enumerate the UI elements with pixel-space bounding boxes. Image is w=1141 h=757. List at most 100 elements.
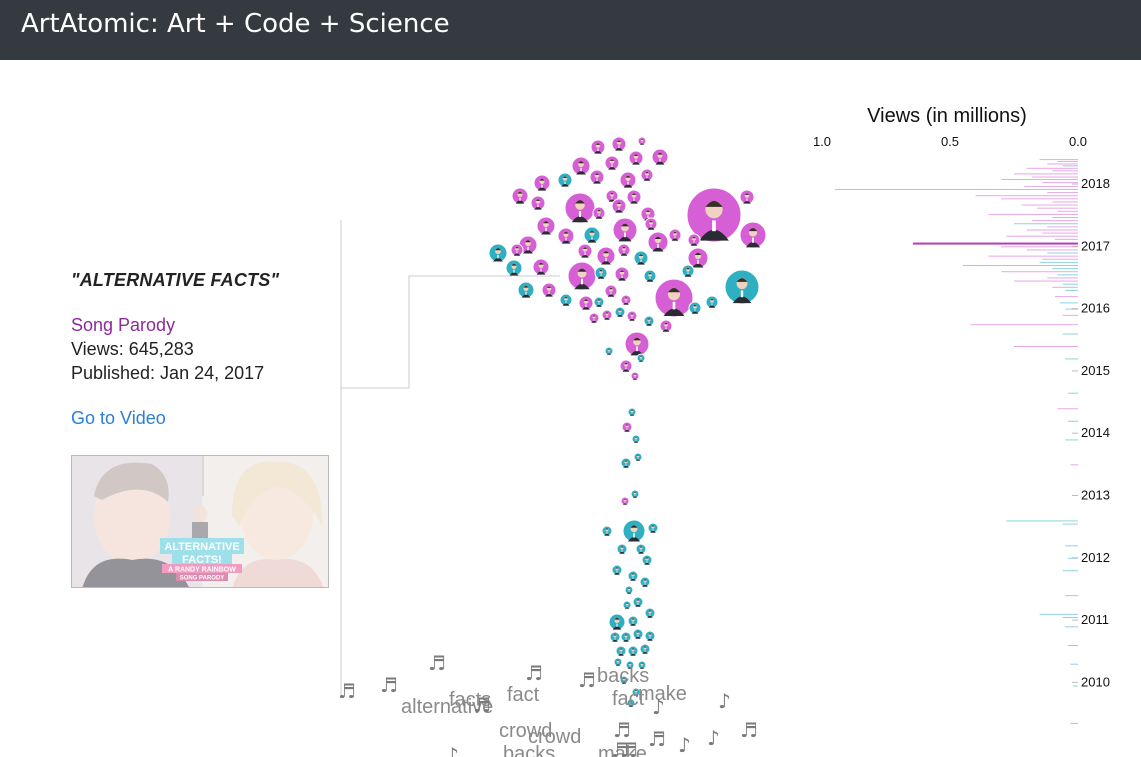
- view-bar[interactable]: [1026, 167, 1078, 169]
- video-bubble[interactable]: [644, 630, 656, 642]
- view-bar[interactable]: [1001, 271, 1078, 273]
- view-bar[interactable]: [1052, 268, 1078, 270]
- video-bubble[interactable]: [611, 198, 627, 214]
- video-thumbnail[interactable]: ALTERNATIVE FACTS! A RANDY RAINBOW SONG …: [71, 455, 329, 588]
- view-bar[interactable]: [1014, 280, 1078, 282]
- view-bar[interactable]: [1057, 274, 1078, 276]
- video-bubble[interactable]: [687, 233, 701, 247]
- video-bubble[interactable]: [639, 576, 651, 588]
- video-bubble[interactable]: [659, 319, 673, 333]
- video-bubble[interactable]: [532, 258, 550, 276]
- video-bubble[interactable]: [687, 247, 709, 269]
- view-bar[interactable]: [970, 324, 1078, 326]
- video-bubble[interactable]: [639, 643, 651, 655]
- view-bar[interactable]: [1062, 523, 1078, 525]
- view-bar[interactable]: [1047, 277, 1078, 279]
- view-bar[interactable]: [1001, 179, 1078, 181]
- video-bubble[interactable]: [604, 346, 614, 356]
- video-bubble[interactable]: [557, 172, 573, 188]
- video-bubble[interactable]: [510, 243, 524, 257]
- video-bubble[interactable]: [592, 206, 606, 220]
- video-bubble[interactable]: [604, 155, 620, 171]
- video-bubble[interactable]: [536, 216, 556, 236]
- view-bar[interactable]: [1039, 261, 1078, 263]
- go-to-video-link[interactable]: Go to Video: [71, 408, 166, 428]
- view-bar[interactable]: [1052, 217, 1078, 219]
- view-bar[interactable]: [1047, 163, 1078, 165]
- video-bubble[interactable]: [633, 250, 649, 266]
- video-bubble[interactable]: [614, 266, 630, 282]
- video-bubble[interactable]: [620, 496, 630, 506]
- video-bubble[interactable]: [577, 243, 593, 259]
- video-bubble[interactable]: [631, 434, 641, 444]
- view-bar[interactable]: [1054, 238, 1078, 240]
- video-bubble[interactable]: [654, 278, 694, 318]
- video-bubble[interactable]: [622, 600, 632, 610]
- video-bubble[interactable]: [627, 645, 639, 657]
- view-bar[interactable]: [1070, 464, 1078, 466]
- view-bar[interactable]: [1031, 176, 1078, 178]
- view-bar[interactable]: [1070, 663, 1078, 665]
- video-bubble[interactable]: [505, 259, 523, 277]
- video-bubble[interactable]: [613, 657, 623, 667]
- video-bubble[interactable]: [590, 139, 606, 155]
- view-bar[interactable]: [1014, 345, 1078, 347]
- view-bar[interactable]: [988, 255, 1078, 257]
- video-bubble[interactable]: [620, 294, 632, 306]
- view-bar[interactable]: [1057, 210, 1078, 212]
- video-bubble[interactable]: [619, 171, 637, 189]
- view-bar[interactable]: [1047, 252, 1078, 254]
- view-bar[interactable]: [1070, 722, 1078, 724]
- video-bubble[interactable]: [564, 192, 596, 224]
- view-bar[interactable]: [1062, 616, 1078, 618]
- video-bubble[interactable]: [488, 243, 508, 263]
- view-bar[interactable]: [1072, 685, 1078, 687]
- view-bar[interactable]: [1001, 246, 1078, 248]
- video-bubble[interactable]: [617, 243, 631, 257]
- video-bubble[interactable]: [627, 615, 639, 627]
- view-bar[interactable]: [1014, 223, 1078, 225]
- video-bubble[interactable]: [647, 522, 659, 534]
- video-bubble[interactable]: [637, 136, 647, 146]
- video-bubble[interactable]: [739, 221, 767, 249]
- video-bubble[interactable]: [633, 452, 643, 462]
- video-bubble[interactable]: [641, 554, 653, 566]
- video-bubble[interactable]: [635, 543, 647, 555]
- view-bar[interactable]: [975, 195, 1078, 197]
- video-bubble[interactable]: [589, 169, 605, 185]
- video-bubble[interactable]: [620, 457, 632, 469]
- video-bubble[interactable]: [616, 543, 628, 555]
- view-bar[interactable]: [1052, 286, 1078, 288]
- view-bar[interactable]: [1062, 333, 1078, 335]
- video-bubble[interactable]: [612, 217, 638, 243]
- view-bar[interactable]: [1047, 192, 1078, 194]
- video-bubble[interactable]: [688, 301, 702, 315]
- video-bubble[interactable]: [517, 281, 535, 299]
- video-bubble[interactable]: [533, 174, 551, 192]
- view-bar[interactable]: [912, 242, 1078, 245]
- view-bar[interactable]: [834, 188, 1078, 190]
- view-bar[interactable]: [1037, 207, 1078, 209]
- view-bar[interactable]: [1026, 249, 1078, 251]
- video-bubble[interactable]: [615, 645, 627, 657]
- video-bubble[interactable]: [647, 231, 669, 253]
- video-bubble[interactable]: [604, 284, 618, 298]
- video-bubble[interactable]: [614, 306, 626, 318]
- view-bar[interactable]: [1047, 226, 1078, 228]
- video-bubble[interactable]: [631, 687, 641, 697]
- video-bubble[interactable]: [622, 519, 646, 543]
- view-bar[interactable]: [1054, 296, 1078, 298]
- video-bubble[interactable]: [632, 628, 644, 640]
- video-bubble[interactable]: [609, 631, 621, 643]
- video-bubble[interactable]: [668, 228, 682, 242]
- site-title[interactable]: ArtAtomic: Art + Code + Science: [21, 9, 450, 39]
- video-bubble[interactable]: [651, 148, 669, 166]
- view-bar[interactable]: [1065, 308, 1078, 310]
- video-bubble[interactable]: [583, 226, 601, 244]
- view-bar[interactable]: [1006, 520, 1078, 522]
- view-bar[interactable]: [1057, 408, 1078, 410]
- view-bar[interactable]: [1065, 439, 1078, 441]
- video-bubble[interactable]: [640, 168, 654, 182]
- video-bubble[interactable]: [596, 246, 616, 266]
- video-bubble[interactable]: [626, 189, 642, 205]
